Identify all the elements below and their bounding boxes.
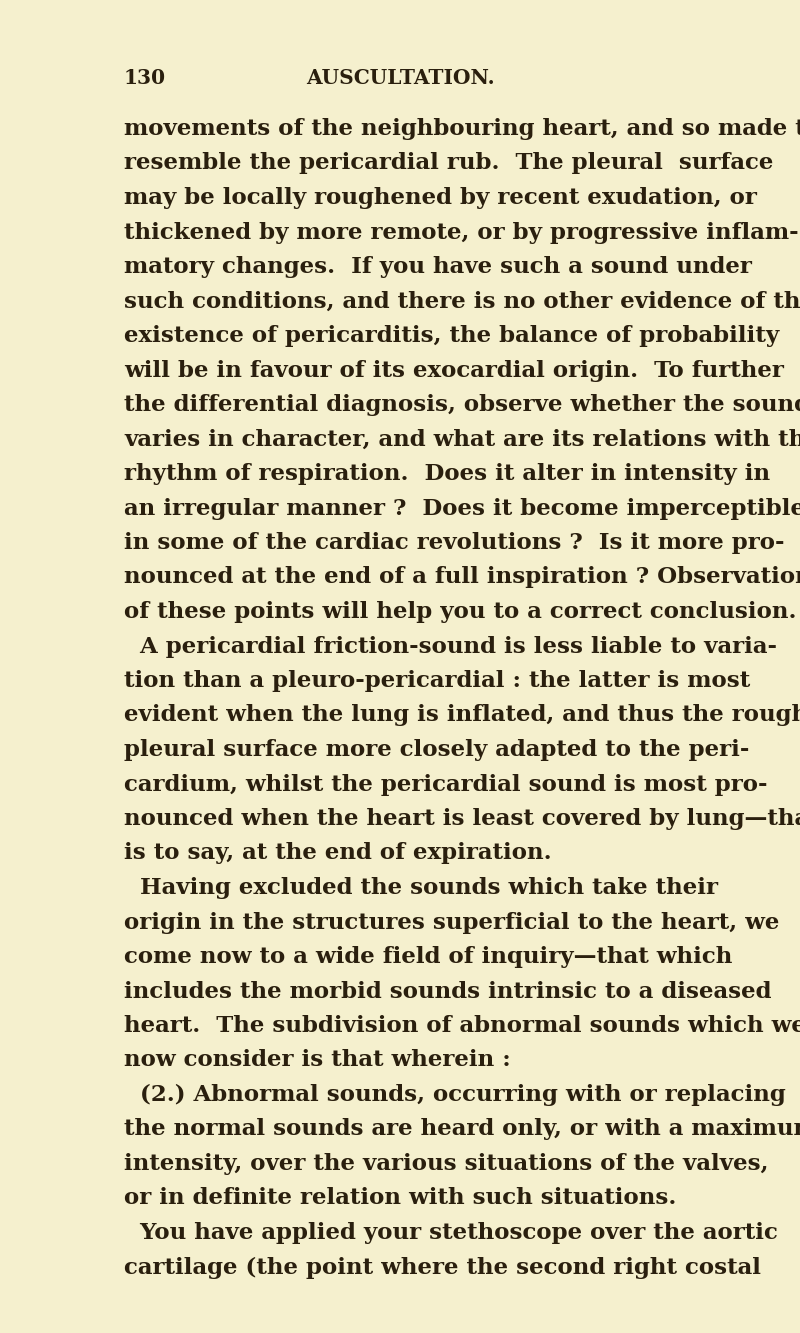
Text: the normal sounds are heard only, or with a maximum: the normal sounds are heard only, or wit… [124,1118,800,1141]
Text: such conditions, and there is no other evidence of the: such conditions, and there is no other e… [124,291,800,312]
Text: intensity, over the various situations of the valves,: intensity, over the various situations o… [124,1153,769,1174]
Text: heart.  The subdivision of abnormal sounds which we: heart. The subdivision of abnormal sound… [124,1014,800,1037]
Text: the differential diagnosis, observe whether the sound: the differential diagnosis, observe whet… [124,395,800,416]
Text: matory changes.  If you have such a sound under: matory changes. If you have such a sound… [124,256,752,279]
Text: You have applied your stethoscope over the aortic: You have applied your stethoscope over t… [124,1222,778,1244]
Text: A pericardial friction-sound is less liable to varia-: A pericardial friction-sound is less lia… [124,636,777,657]
Text: of these points will help you to a correct conclusion.: of these points will help you to a corre… [124,601,797,623]
Text: movements of the neighbouring heart, and so made to: movements of the neighbouring heart, and… [124,119,800,140]
Text: pleural surface more closely adapted to the peri-: pleural surface more closely adapted to … [124,738,750,761]
Text: will be in favour of its exocardial origin.  To further: will be in favour of its exocardial orig… [124,360,784,381]
Text: varies in character, and what are its relations with the: varies in character, and what are its re… [124,428,800,451]
Text: nounced when the heart is least covered by lung—that: nounced when the heart is least covered … [124,808,800,830]
Text: tion than a pleuro-pericardial : the latter is most: tion than a pleuro-pericardial : the lat… [124,670,750,692]
Text: existence of pericarditis, the balance of probability: existence of pericarditis, the balance o… [124,325,779,347]
Text: is to say, at the end of expiration.: is to say, at the end of expiration. [124,842,552,865]
Text: evident when the lung is inflated, and thus the rough: evident when the lung is inflated, and t… [124,705,800,726]
Text: nounced at the end of a full inspiration ? Observation: nounced at the end of a full inspiration… [124,567,800,588]
Text: resemble the pericardial rub.  The pleural  surface: resemble the pericardial rub. The pleura… [124,152,774,175]
Text: now consider is that wherein :: now consider is that wherein : [124,1049,510,1072]
Text: AUSCULTATION.: AUSCULTATION. [306,68,494,88]
Text: 130: 130 [124,68,166,88]
Text: come now to a wide field of inquiry—that which: come now to a wide field of inquiry—that… [124,946,732,968]
Text: may be locally roughened by recent exudation, or: may be locally roughened by recent exuda… [124,187,757,209]
Text: cardium, whilst the pericardial sound is most pro-: cardium, whilst the pericardial sound is… [124,773,767,796]
Text: origin in the structures superficial to the heart, we: origin in the structures superficial to … [124,912,779,933]
Text: Having excluded the sounds which take their: Having excluded the sounds which take th… [124,877,718,898]
Text: includes the morbid sounds intrinsic to a diseased: includes the morbid sounds intrinsic to … [124,981,771,1002]
Text: (2.) Abnormal sounds, occurring with or replacing: (2.) Abnormal sounds, occurring with or … [124,1084,786,1106]
Text: cartilage (the point where the second right costal: cartilage (the point where the second ri… [124,1257,761,1278]
Text: an irregular manner ?  Does it become imperceptible: an irregular manner ? Does it become imp… [124,497,800,520]
Text: rhythm of respiration.  Does it alter in intensity in: rhythm of respiration. Does it alter in … [124,463,770,485]
Text: in some of the cardiac revolutions ?  Is it more pro-: in some of the cardiac revolutions ? Is … [124,532,785,555]
Text: thickened by more remote, or by progressive inflam-: thickened by more remote, or by progress… [124,221,798,244]
Text: or in definite relation with such situations.: or in definite relation with such situat… [124,1188,676,1209]
